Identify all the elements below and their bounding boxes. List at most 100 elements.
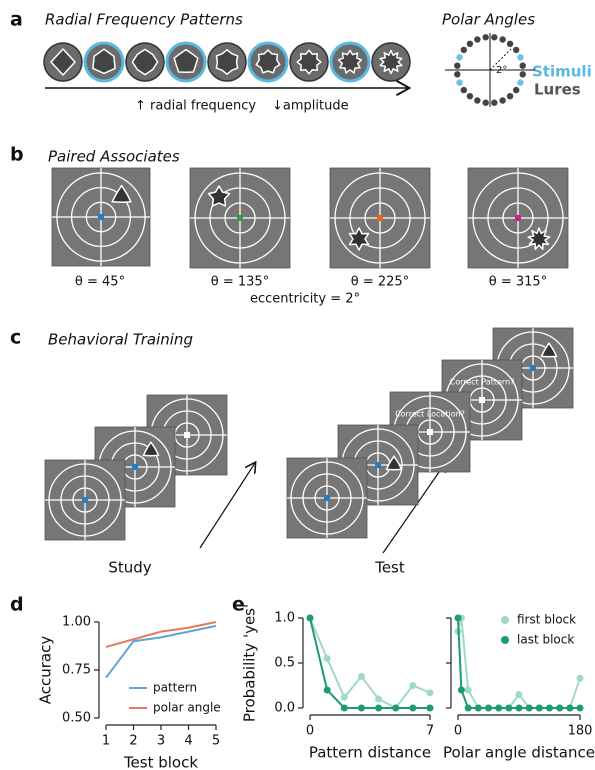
prompt: Correct Location? — [395, 410, 465, 419]
caption: θ = 135° — [211, 275, 269, 290]
legend-label: first block — [517, 613, 576, 627]
angle-dot — [467, 41, 473, 47]
phase-label: Study — [108, 559, 151, 577]
x-tick-label: 5 — [212, 734, 220, 749]
point — [465, 705, 472, 712]
point — [495, 705, 502, 712]
angle-dot — [520, 71, 526, 77]
arrow — [200, 463, 255, 548]
fixation — [184, 432, 190, 438]
stimulus-shape — [297, 50, 321, 74]
point — [505, 705, 512, 712]
y-tick-label: 1.00 — [62, 615, 91, 630]
x-axis-label: Test block — [123, 754, 198, 770]
y-axis-label: Probability 'yes' — [241, 604, 259, 722]
point — [475, 705, 482, 712]
x-tick-label: 180 — [568, 724, 593, 739]
panel-title: Paired Associates — [48, 148, 180, 166]
angle-dot — [474, 36, 480, 42]
angle-dot — [461, 87, 467, 93]
x-axis-label: Pattern distance — [309, 744, 431, 762]
point — [516, 705, 523, 712]
point — [307, 615, 314, 622]
angle-dot — [482, 100, 488, 106]
panel-letter: a — [10, 9, 23, 31]
point — [577, 705, 584, 712]
x-axis-label: Polar angle distance — [443, 744, 595, 762]
angle-dot — [482, 34, 488, 40]
point — [458, 687, 465, 694]
prompt: Correct Pattern? — [450, 378, 515, 387]
angle-dot — [507, 41, 513, 47]
point — [485, 705, 492, 712]
x-tick-label: 0 — [306, 724, 314, 739]
point — [375, 705, 382, 712]
point — [427, 705, 434, 712]
angle-dot — [491, 34, 497, 40]
fixation — [375, 462, 381, 468]
caption: θ = 315° — [489, 275, 547, 290]
angle-dot — [513, 47, 519, 53]
point — [324, 687, 331, 694]
fixation — [427, 429, 433, 435]
figure: a Radial Frequency Patterns ↑ radial fre… — [0, 0, 595, 770]
angle-dot — [499, 36, 505, 42]
legend-label: polar angle — [153, 701, 221, 715]
angle-dot — [491, 100, 497, 106]
legend-marker — [501, 636, 509, 644]
angle-dot — [474, 97, 480, 103]
panel-letter: c — [10, 327, 21, 349]
fixation — [479, 397, 485, 403]
y-tick-label: 1.0 — [274, 611, 295, 626]
angle-dot — [456, 79, 462, 85]
point — [516, 691, 523, 698]
legend-marker — [501, 616, 509, 624]
point — [577, 675, 584, 682]
caption: θ = 45° — [75, 275, 125, 290]
point — [324, 655, 331, 662]
x-tick-label: 1 — [102, 734, 110, 749]
caption: θ = 225° — [351, 275, 409, 290]
x-tick-label: 0 — [454, 724, 462, 739]
angle-dot — [456, 54, 462, 60]
angle-dot — [517, 79, 523, 85]
caption: eccentricity = 2° — [250, 292, 360, 307]
point — [341, 694, 348, 701]
x-tick-label: 3 — [157, 734, 165, 749]
y-tick-label: 0.75 — [62, 663, 91, 678]
phase-label: Test — [374, 559, 405, 577]
series-line — [310, 618, 430, 708]
angle-dot — [507, 93, 513, 99]
angle-dot — [499, 97, 505, 103]
point — [409, 682, 416, 689]
panel-title: Behavioral Training — [48, 331, 193, 349]
fixation — [98, 214, 104, 220]
panel-letter: d — [10, 594, 24, 616]
panel-title: Polar Angles — [442, 11, 535, 29]
y-axis-label: Accuracy — [37, 636, 55, 705]
legend-label: last block — [517, 633, 574, 647]
point — [526, 705, 533, 712]
y-tick-label: 0.5 — [274, 656, 295, 671]
y-tick-label: 0.50 — [62, 711, 91, 726]
x-tick-label: 2 — [129, 734, 137, 749]
panel-title: Radial Frequency Patterns — [45, 11, 243, 29]
fixation — [515, 215, 521, 221]
angle-dot — [461, 47, 467, 53]
point — [341, 705, 348, 712]
point — [409, 705, 416, 712]
angle-dot — [467, 93, 473, 99]
point — [427, 689, 434, 696]
arrow-label: ↓amplitude — [272, 99, 349, 114]
fixation — [132, 464, 138, 470]
point — [358, 673, 365, 680]
fixation — [530, 365, 536, 371]
x-tick-label: 7 — [426, 724, 434, 739]
angle-dot — [520, 62, 526, 68]
angle-dot — [454, 62, 460, 68]
series-line — [106, 622, 216, 647]
point — [455, 615, 462, 622]
legend-label: pattern — [153, 681, 197, 695]
y-tick-label: 0.0 — [274, 701, 295, 716]
series-line — [310, 618, 430, 708]
